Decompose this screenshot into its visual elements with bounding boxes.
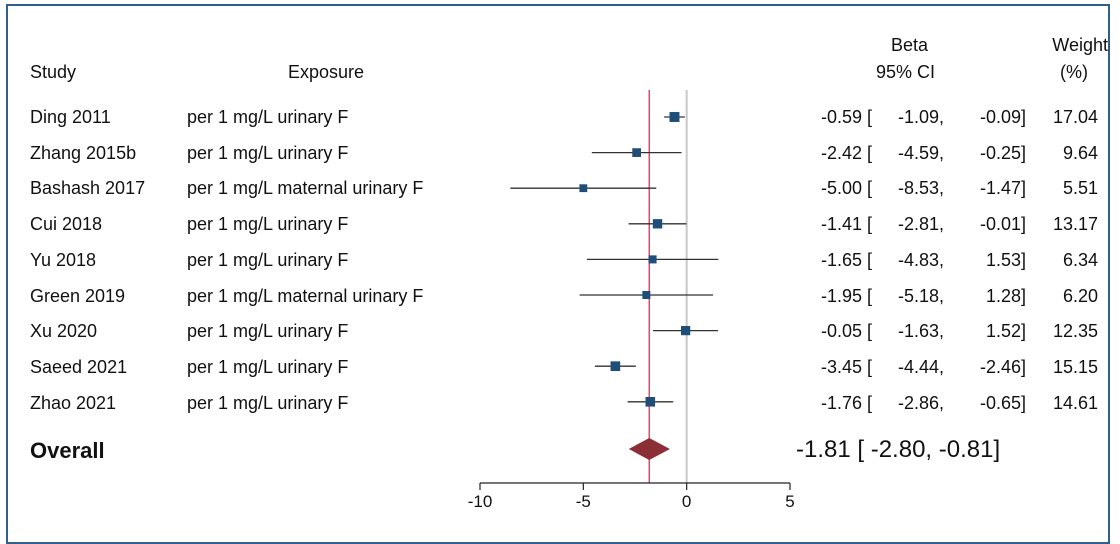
row-study: Green 2019 [30, 286, 126, 306]
row-exposure: per 1 mg/L maternal urinary F [187, 178, 424, 198]
x-tick-label: -10 [468, 492, 493, 511]
row-beta: -0.05 [ [820, 321, 872, 341]
row-ci-high: 1.52] [985, 321, 1026, 341]
chart-frame [6, 4, 1110, 544]
row-ci-low: -5.18, [897, 286, 944, 306]
effect-marker [645, 397, 656, 407]
row-exposure: per 1 mg/L urinary F [187, 107, 349, 127]
overall-diamond [628, 438, 670, 460]
row-exposure: per 1 mg/L urinary F [187, 143, 349, 163]
row-beta: -1.65 [ [820, 250, 872, 270]
row-ci-high: -0.01] [979, 214, 1026, 234]
row-ci-high: 1.28] [985, 286, 1026, 306]
row-beta: -2.42 [ [820, 143, 872, 163]
x-tick-label: 0 [682, 492, 691, 511]
row-exposure: per 1 mg/L urinary F [187, 214, 349, 234]
row-study: Zhao 2021 [30, 393, 117, 413]
row-ci-low: -4.59, [897, 143, 944, 163]
row-exposure: per 1 mg/L urinary F [187, 393, 349, 413]
row-study: Xu 2020 [30, 321, 98, 341]
row-exposure: per 1 mg/L maternal urinary F [187, 286, 424, 306]
header-beta: Beta [891, 35, 929, 55]
row-beta: -1.41 [ [820, 214, 872, 234]
row-exposure: per 1 mg/L urinary F [187, 250, 349, 270]
row-study: Saeed 2021 [30, 357, 128, 377]
row-beta: -1.76 [ [820, 393, 872, 413]
effect-marker [642, 291, 651, 299]
row-ci-low: -1.09, [897, 107, 944, 127]
row-ci-low: -4.44, [897, 357, 944, 377]
header-weight: Weight [1052, 35, 1108, 55]
header-ci: 95% CI [876, 62, 936, 82]
row-beta: -5.00 [ [820, 178, 872, 198]
effect-marker [648, 255, 657, 264]
row-ci-low: -8.53, [897, 178, 944, 198]
x-tick-label: 5 [785, 492, 794, 511]
row-weight: 12.35 [1052, 321, 1098, 341]
row-beta: -1.95 [ [820, 286, 872, 306]
effect-marker [579, 184, 588, 193]
row-study: Zhang 2015b [30, 143, 137, 163]
row-ci-low: -2.86, [897, 393, 944, 413]
row-study: Bashash 2017 [30, 178, 146, 198]
effect-marker [652, 219, 663, 229]
row-beta: -3.45 [ [820, 357, 872, 377]
effect-marker [632, 148, 642, 157]
row-ci-high: -2.46] [979, 357, 1026, 377]
row-weight: 15.15 [1052, 357, 1098, 377]
row-beta: -0.59 [ [820, 107, 872, 127]
effect-marker [669, 112, 680, 122]
row-ci-high: -0.09] [979, 107, 1026, 127]
row-study: Cui 2018 [30, 214, 103, 234]
x-tick-label: -5 [576, 492, 591, 511]
row-exposure: per 1 mg/L urinary F [187, 321, 349, 341]
effect-marker [610, 361, 621, 372]
row-ci-high: -0.25] [979, 143, 1026, 163]
row-weight: 14.61 [1052, 393, 1098, 413]
header-exposure: Exposure [288, 62, 365, 82]
overall-label: Overall [30, 438, 105, 463]
row-exposure: per 1 mg/L urinary F [187, 357, 349, 377]
row-weight: 13.17 [1052, 214, 1098, 234]
row-study: Yu 2018 [30, 250, 97, 270]
row-ci-low: -1.63, [897, 321, 944, 341]
row-weight: 5.51 [1062, 178, 1098, 198]
row-weight: 17.04 [1052, 107, 1098, 127]
row-weight: 6.34 [1062, 250, 1098, 270]
row-ci-high: -0.65] [979, 393, 1026, 413]
row-ci-high: -1.47] [979, 178, 1026, 198]
row-study: Ding 2011 [30, 107, 111, 127]
forest-plot: -10 -5 0 5 [468, 90, 795, 511]
effect-marker [681, 325, 691, 336]
row-ci-high: 1.53] [985, 250, 1026, 270]
row-weight: 6.20 [1062, 286, 1098, 306]
row-weight: 9.64 [1062, 143, 1098, 163]
row-ci-low: -4.83, [897, 250, 944, 270]
overall-estimate: -1.81 [ -2.80, -0.81] [796, 436, 1001, 463]
row-ci-low: -2.81, [897, 214, 944, 234]
header-study: Study [30, 62, 77, 82]
header-weight-unit: (%) [1060, 62, 1088, 82]
